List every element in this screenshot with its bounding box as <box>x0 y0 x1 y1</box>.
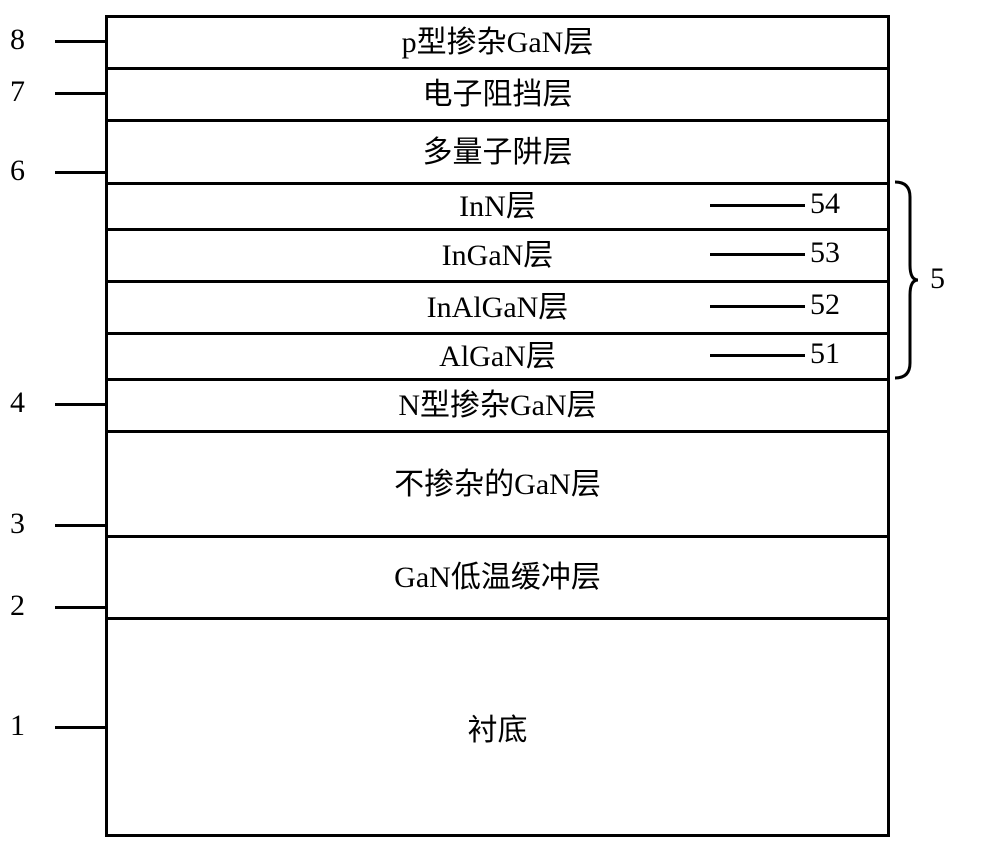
right-tick <box>710 253 805 256</box>
right-tick <box>710 354 805 357</box>
left-label: 6 <box>10 154 25 188</box>
layer-text: 多量子阱层 <box>423 136 573 169</box>
layer-l6: 多量子阱层 <box>108 122 887 185</box>
layer-l51: AlGaN层 <box>108 335 887 381</box>
brace-label: 5 <box>930 262 945 296</box>
layer-l8: p型掺杂GaN层 <box>108 18 887 70</box>
left-tick <box>55 40 105 43</box>
layer-text: AlGaN层 <box>439 340 556 373</box>
left-tick <box>55 524 105 527</box>
layer-l53: InGaN层 <box>108 231 887 283</box>
left-tick <box>55 171 105 174</box>
layer-text: 衬底 <box>468 714 528 747</box>
left-label: 4 <box>10 386 25 420</box>
layer-text: 不掺杂的GaN层 <box>394 468 601 501</box>
right-label: 54 <box>810 187 840 221</box>
left-tick <box>55 726 105 729</box>
layer-l2: GaN低温缓冲层 <box>108 538 887 620</box>
layer-text: InAlGaN层 <box>427 291 569 324</box>
left-label: 8 <box>10 23 25 57</box>
right-tick <box>710 204 805 207</box>
layer-text: p型掺杂GaN层 <box>402 26 594 59</box>
layer-l4: N型掺杂GaN层 <box>108 381 887 433</box>
layer-text: InN层 <box>459 190 536 223</box>
right-label: 52 <box>810 288 840 322</box>
left-label: 7 <box>10 75 25 109</box>
layer-l3: 不掺杂的GaN层 <box>108 433 887 538</box>
figure-canvas: p型掺杂GaN层电子阻挡层多量子阱层 InN层 InGaN层 InAlGaN层 AlGa… <box>0 0 1000 864</box>
left-label: 1 <box>10 709 25 743</box>
right-tick <box>710 305 805 308</box>
layer-l7: 电子阻挡层 <box>108 70 887 122</box>
left-label: 2 <box>10 589 25 623</box>
left-tick <box>55 92 105 95</box>
right-brace <box>895 179 930 381</box>
left-label: 3 <box>10 507 25 541</box>
layer-text: N型掺杂GaN层 <box>398 389 596 422</box>
layer-stack: p型掺杂GaN层电子阻挡层多量子阱层 InN层 InGaN层 InAlGaN层 AlGa… <box>105 15 890 837</box>
layer-l1: 衬底 <box>108 620 887 840</box>
layer-l54: InN层 <box>108 185 887 231</box>
left-tick <box>55 606 105 609</box>
right-label: 51 <box>810 337 840 371</box>
layer-l52: InAlGaN层 <box>108 283 887 335</box>
left-tick <box>55 403 105 406</box>
right-label: 53 <box>810 236 840 270</box>
layer-text: 电子阻挡层 <box>423 78 573 111</box>
layer-text: GaN低温缓冲层 <box>394 561 601 594</box>
layer-text: InGaN层 <box>442 239 554 272</box>
